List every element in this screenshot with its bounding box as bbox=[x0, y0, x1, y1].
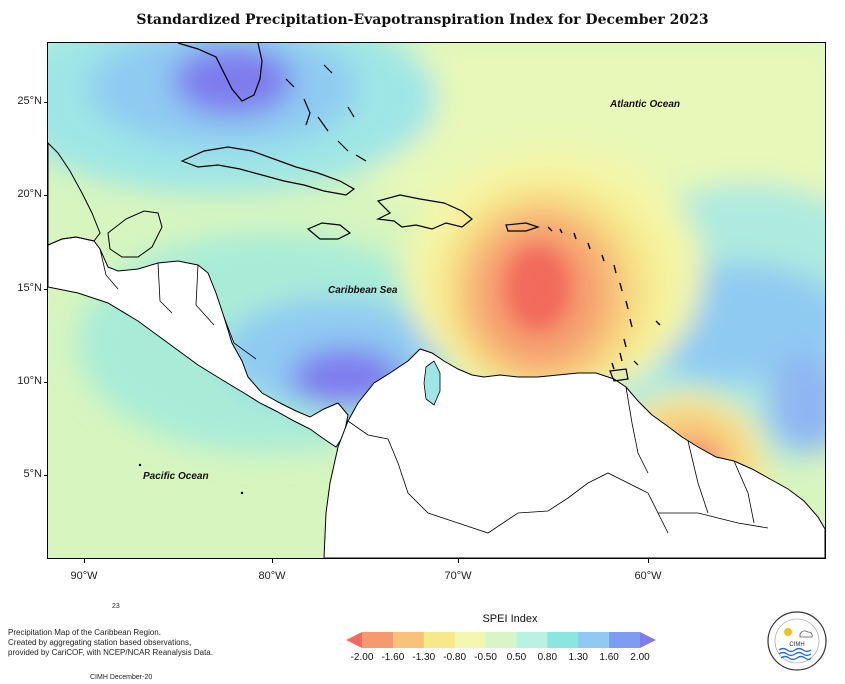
lon-label-90w: 90°W bbox=[70, 570, 98, 582]
caribbean-sea-label: Caribbean Sea bbox=[328, 285, 398, 296]
field-florida-core bbox=[173, 46, 293, 116]
legend-swatch bbox=[578, 632, 610, 648]
lat-tick bbox=[44, 382, 48, 383]
pacific-islet bbox=[240, 491, 244, 495]
lon-tick bbox=[84, 558, 85, 563]
lat-label-10n: 10°N bbox=[17, 375, 42, 387]
lake-maracaibo bbox=[423, 360, 441, 406]
footnote-line: provided by CariCOF, with NCEP/NCAR Rean… bbox=[8, 648, 213, 657]
lon-tick bbox=[648, 558, 649, 563]
legend-tick-label: -1.60 bbox=[381, 652, 405, 663]
barbados-island bbox=[655, 320, 661, 326]
legend-arrow-high bbox=[640, 632, 656, 648]
lat-tick bbox=[44, 289, 48, 290]
cimh-logo: CIMH bbox=[767, 611, 827, 671]
legend-swatch bbox=[392, 632, 425, 648]
legend-tick-label: 0.50 bbox=[506, 652, 527, 663]
pacific-islet bbox=[138, 463, 142, 467]
legend-swatch bbox=[516, 632, 548, 648]
pacific-ocean-label: Pacific Ocean bbox=[143, 471, 209, 482]
legend-tick-labels: -2.00 -1.60 -1.30 -0.80 -0.50 0.50 0.80 1.30 1.6… bbox=[346, 652, 656, 666]
yucatan-land bbox=[107, 210, 163, 258]
lon-label-80w: 80°W bbox=[258, 570, 286, 582]
logo-inner-ring bbox=[774, 618, 820, 664]
map-frame[interactable]: Atlantic Ocean Caribbean Sea Pacific Oce… bbox=[47, 42, 826, 559]
spei-map bbox=[48, 43, 825, 558]
legend-swatch bbox=[485, 632, 517, 648]
legend-swatch bbox=[454, 632, 487, 648]
mexico-land bbox=[48, 142, 101, 246]
legend-tick-label: -2.00 bbox=[350, 652, 374, 663]
cuba-island bbox=[180, 146, 356, 196]
field-dry-peak bbox=[506, 246, 570, 330]
legend-tick-label: -0.50 bbox=[474, 652, 497, 663]
legend-tick-label: -0.80 bbox=[443, 652, 467, 663]
central-america-land bbox=[48, 236, 349, 448]
lon-label-60w: 60°W bbox=[634, 570, 662, 582]
lat-label-5n: 5°N bbox=[23, 468, 42, 480]
field-east-edge bbox=[768, 353, 825, 453]
legend-colorbar bbox=[346, 632, 656, 648]
lat-label-25n: 25°N bbox=[17, 95, 42, 107]
legend-tick-label: 0.80 bbox=[537, 652, 558, 663]
lon-tick bbox=[458, 558, 459, 563]
logo-text: CIMH bbox=[789, 642, 804, 648]
map-title: Standardized Precipitation-Evapotranspir… bbox=[136, 12, 709, 28]
cloud-icon bbox=[799, 630, 813, 638]
lat-label-20n: 20°N bbox=[17, 188, 42, 200]
legend-title: SPEI Index bbox=[482, 613, 538, 625]
legend-swatch bbox=[362, 632, 394, 648]
footnote-line: Created by aggregating station based obs… bbox=[8, 638, 192, 647]
legend-swatch bbox=[423, 632, 456, 648]
lesser-antilles-islands bbox=[547, 226, 633, 370]
bahamas-islands bbox=[285, 64, 367, 162]
legend-swatch bbox=[547, 632, 579, 648]
jamaica-island bbox=[306, 222, 352, 240]
florida-land bbox=[177, 43, 263, 102]
south-america-borders bbox=[347, 386, 769, 534]
lon-label-70w: 70°W bbox=[444, 570, 472, 582]
lat-tick bbox=[44, 195, 48, 196]
atlantic-ocean-label: Atlantic Ocean bbox=[610, 99, 681, 110]
legend-swatch bbox=[609, 632, 641, 648]
south-america-land bbox=[323, 348, 825, 558]
lat-tick bbox=[44, 102, 48, 103]
credit-text: CIMH December-20 bbox=[90, 674, 153, 681]
central-america-borders bbox=[99, 248, 257, 360]
legend-tick-label: 1.30 bbox=[568, 652, 588, 663]
lat-tick bbox=[44, 475, 48, 476]
waves-icon bbox=[778, 647, 812, 661]
legend-tick-label: 2.00 bbox=[630, 652, 650, 663]
legend-tick-label: -1.30 bbox=[412, 652, 436, 663]
hispaniola-island bbox=[375, 194, 473, 230]
puerto-rico-island bbox=[505, 222, 540, 232]
lon-tick bbox=[272, 558, 273, 563]
legend-tick-label: 1.60 bbox=[599, 652, 619, 663]
legend-arrow-low bbox=[346, 632, 362, 648]
trinidad-island bbox=[609, 360, 639, 382]
footnote-year: 23 bbox=[112, 603, 120, 610]
lat-label-15n: 15°N bbox=[17, 282, 42, 294]
sun-icon bbox=[784, 628, 792, 636]
footnote-line: Precipitation Map of the Caribbean Regio… bbox=[8, 628, 161, 637]
footnote: Precipitation Map of the Caribbean Regio… bbox=[8, 628, 248, 658]
